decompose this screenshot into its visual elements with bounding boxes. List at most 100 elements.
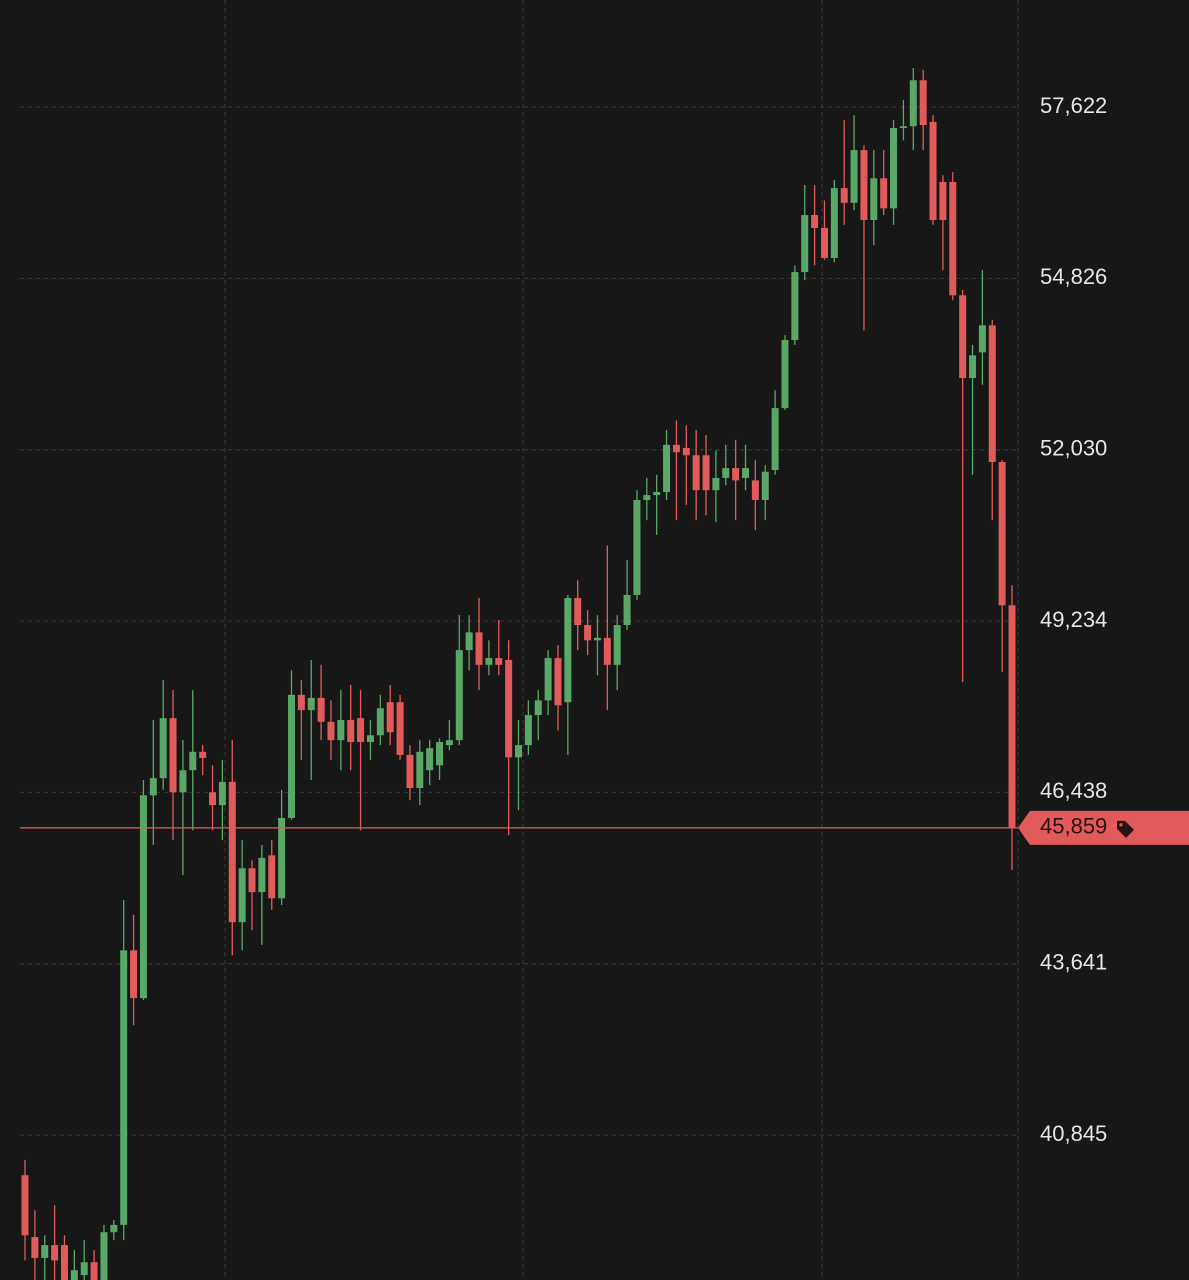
- candle: [870, 150, 878, 246]
- candle-body: [485, 658, 493, 665]
- candle-body: [347, 719, 355, 743]
- candle: [376, 694, 384, 746]
- candle-body: [949, 181, 957, 296]
- candle: [406, 745, 414, 801]
- candle: [781, 335, 789, 410]
- candle: [130, 914, 138, 1026]
- last-price-tag: [1018, 810, 1189, 845]
- y-tick-label: 46,438: [1040, 778, 1107, 803]
- candle: [623, 560, 631, 630]
- candle: [949, 172, 957, 301]
- candle-body: [179, 770, 187, 793]
- candle: [465, 615, 473, 671]
- candle: [120, 900, 128, 1241]
- candle-body: [100, 1232, 108, 1280]
- candle: [574, 580, 582, 651]
- candle: [702, 435, 710, 516]
- candle: [643, 477, 651, 521]
- candle: [445, 719, 453, 750]
- candle: [899, 99, 907, 141]
- candle-body: [80, 1262, 88, 1276]
- y-tick-label: 54,826: [1040, 264, 1107, 289]
- candle-body: [396, 702, 404, 755]
- candle: [712, 450, 720, 523]
- y-tick-label: 57,622: [1040, 93, 1107, 118]
- candle-body: [584, 624, 592, 641]
- candle: [939, 175, 947, 271]
- candle-body: [969, 355, 977, 379]
- candle-body: [376, 708, 384, 736]
- candle-body: [51, 1245, 59, 1261]
- candle-body: [465, 632, 473, 651]
- candle: [811, 185, 819, 266]
- candle-body: [791, 272, 799, 341]
- candle: [307, 659, 315, 781]
- candle: [238, 840, 246, 951]
- candle: [495, 620, 503, 676]
- candle-body: [406, 754, 414, 788]
- candle: [337, 689, 345, 771]
- candle-body: [939, 181, 947, 220]
- candle: [357, 689, 365, 831]
- candle-body: [801, 215, 809, 273]
- candle-body: [692, 455, 700, 491]
- candle: [998, 460, 1006, 673]
- candle: [890, 120, 898, 225]
- y-tick-label: 52,030: [1040, 436, 1107, 461]
- candle: [692, 430, 700, 521]
- candle: [347, 685, 355, 771]
- candle: [564, 594, 572, 755]
- candle-body: [1008, 605, 1016, 828]
- candle-body: [199, 751, 207, 758]
- candle-body: [495, 658, 503, 665]
- overlay: 45,859: [20, 810, 1189, 845]
- candle: [663, 430, 671, 500]
- candle: [544, 650, 552, 716]
- candle: [850, 115, 858, 211]
- candle: [327, 700, 335, 760]
- candle-body: [988, 325, 996, 463]
- candle-body: [653, 492, 661, 496]
- candle-body: [574, 598, 582, 625]
- last-price-label: 45,859: [1040, 814, 1107, 839]
- candle: [860, 145, 868, 331]
- candle-body: [998, 462, 1006, 606]
- candle-body: [130, 950, 138, 999]
- candle: [80, 1240, 88, 1280]
- candle: [959, 289, 967, 682]
- candle: [929, 115, 937, 225]
- candle-body: [21, 1175, 29, 1236]
- candle: [139, 780, 147, 1000]
- candle-body: [623, 594, 631, 625]
- candle: [969, 344, 977, 475]
- candle: [751, 460, 759, 531]
- candle: [524, 700, 532, 755]
- candle: [584, 610, 592, 656]
- candle: [169, 689, 177, 841]
- candle-body: [860, 150, 868, 220]
- candle-body: [416, 751, 424, 788]
- candles: [21, 68, 1016, 1280]
- candle: [90, 1249, 98, 1280]
- candle-body: [209, 792, 217, 806]
- candle-body: [909, 80, 917, 127]
- candle: [732, 439, 740, 521]
- candle-body: [445, 740, 453, 746]
- candle: [742, 444, 750, 491]
- candle-body: [169, 718, 177, 793]
- candle-body: [31, 1237, 39, 1258]
- candle-body: [287, 694, 295, 818]
- tag-icon-hole: [1119, 823, 1123, 827]
- candle: [426, 740, 434, 785]
- candle-body: [515, 745, 522, 758]
- candle-body: [702, 455, 710, 491]
- candle-body: [149, 778, 157, 796]
- candle-body: [120, 950, 128, 1225]
- candle: [386, 685, 394, 746]
- candle: [988, 319, 996, 521]
- candle: [455, 615, 463, 746]
- candle: [70, 1249, 78, 1280]
- candle: [919, 69, 927, 151]
- candle: [613, 615, 621, 690]
